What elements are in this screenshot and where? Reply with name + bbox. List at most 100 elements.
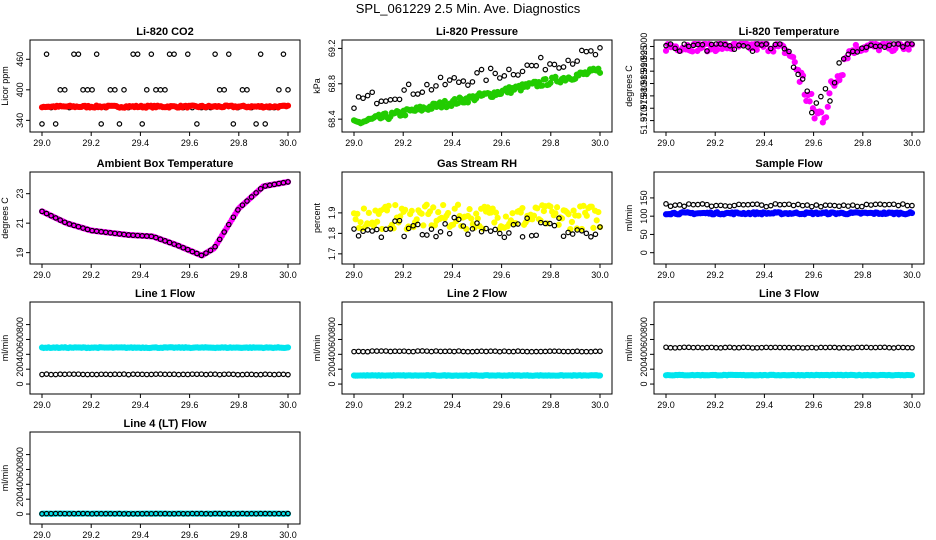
data-point [533, 232, 540, 239]
data-point [908, 209, 916, 217]
data-point [506, 230, 512, 236]
data-point [424, 232, 430, 238]
data-point [556, 215, 562, 221]
data-point [43, 210, 50, 217]
data-point [271, 371, 278, 378]
data-point [428, 86, 435, 93]
y-axis-label: ml/min [312, 335, 322, 362]
data-point [385, 202, 392, 209]
data-point [799, 345, 806, 351]
data-point [180, 244, 187, 251]
data-point [221, 371, 228, 378]
data-point [257, 371, 264, 378]
data-point [749, 48, 756, 54]
data-point [909, 202, 915, 209]
x-tick-label: 29.6 [493, 270, 511, 280]
data-point [433, 348, 439, 354]
data-point [676, 48, 683, 54]
data-point [886, 344, 893, 351]
page-title: SPL_061229 2.5 Min. Ave. Diagnostics [355, 1, 581, 16]
series-black [663, 344, 915, 351]
data-point [502, 213, 509, 220]
data-point [401, 348, 407, 354]
data-point [530, 212, 538, 219]
data-point [419, 89, 426, 95]
data-point [266, 371, 273, 378]
y-tick-label: 800 [639, 317, 649, 332]
data-point [663, 344, 669, 351]
chart-panel-3: Li-820 Temperature degrees C 29.0 29.2 29.4 2… [624, 26, 925, 148]
series-magenta [38, 178, 292, 259]
data-point [437, 228, 444, 235]
data-point [414, 91, 421, 97]
data-point [405, 225, 412, 232]
data-point [239, 87, 246, 93]
data-point [667, 41, 674, 47]
data-point [468, 215, 475, 222]
data-point [772, 201, 779, 207]
data-point [524, 348, 530, 355]
data-point [392, 348, 398, 355]
data-point [767, 344, 774, 351]
series-black [351, 214, 603, 241]
data-point [230, 371, 237, 378]
data-point [777, 41, 783, 47]
data-point [492, 209, 500, 216]
data-point [171, 371, 177, 378]
data-point [597, 45, 603, 51]
data-point [786, 344, 792, 351]
data-point [900, 201, 906, 207]
data-point [171, 51, 177, 57]
data-point [569, 61, 576, 67]
data-point [804, 88, 811, 94]
data-point [474, 215, 481, 222]
data-point [43, 51, 50, 57]
data-point [726, 203, 733, 210]
y-tick-label: 51.970 [639, 107, 649, 135]
data-point [253, 371, 259, 378]
data-point [722, 344, 729, 351]
data-point [580, 202, 587, 209]
data-point [75, 371, 82, 377]
data-point [772, 344, 779, 351]
y-tick-label: 51.980 [639, 82, 649, 110]
data-point [900, 344, 906, 351]
data-point [515, 348, 521, 354]
x-tick-label: 29.2 [82, 270, 100, 280]
data-point [440, 201, 447, 209]
data-point [890, 345, 897, 351]
x-tick-label: 29.4 [132, 270, 150, 280]
x-tick-label: 29.4 [132, 530, 150, 540]
chart-panel-10: Line 4 (LT) Flow ml/min 29.0 29.2 29.4 29.6 29… [0, 418, 301, 540]
data-point [799, 202, 806, 209]
data-point [378, 348, 385, 354]
data-point [419, 348, 426, 354]
y-tick-label: 800 [327, 317, 337, 332]
data-point [583, 212, 590, 219]
data-point [689, 48, 696, 55]
data-point [515, 72, 521, 78]
data-point [57, 371, 64, 377]
data-point [717, 202, 724, 209]
data-point [285, 87, 291, 93]
x-tick-label: 29.8 [854, 138, 872, 148]
data-point [84, 371, 91, 378]
data-point [162, 87, 168, 93]
data-point [868, 202, 874, 208]
x-tick-label: 29.2 [706, 138, 724, 148]
data-point [662, 47, 670, 54]
y-tick-label: 400 [15, 82, 25, 97]
y-tick-label: 600 [327, 332, 337, 347]
data-point [454, 201, 462, 208]
data-point [446, 77, 453, 83]
data-point [244, 371, 250, 378]
data-point [859, 344, 865, 351]
data-point [519, 348, 526, 355]
data-point [143, 371, 150, 378]
x-tick-label: 29.8 [854, 270, 872, 280]
data-point [681, 41, 688, 47]
data-point [116, 371, 123, 378]
x-tick-label: 29.2 [394, 270, 412, 280]
x-tick-label: 29.0 [33, 138, 51, 148]
data-point [378, 234, 385, 241]
